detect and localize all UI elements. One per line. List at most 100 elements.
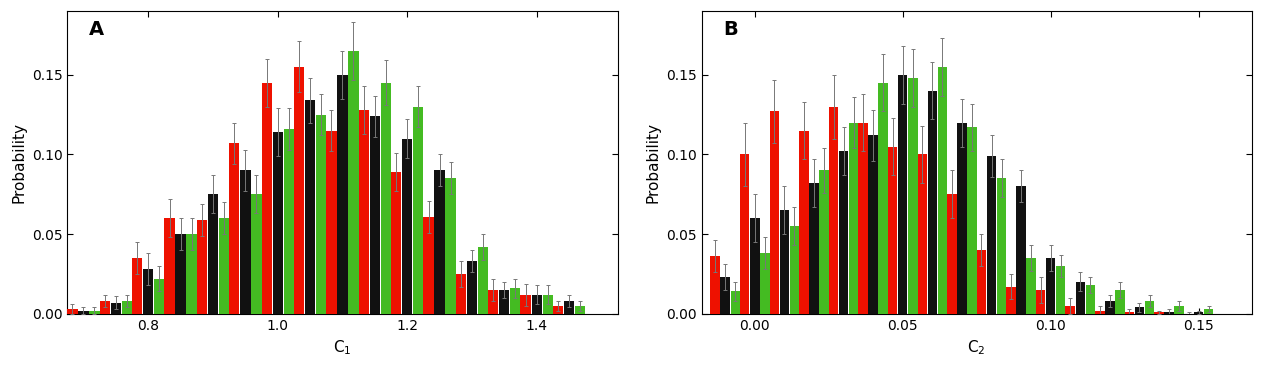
Bar — [898, 75, 908, 314]
Bar — [316, 115, 326, 314]
Bar — [1086, 285, 1095, 314]
Bar — [304, 100, 316, 314]
Bar — [532, 295, 542, 314]
Bar — [349, 51, 359, 314]
Bar — [839, 151, 849, 314]
Bar — [967, 127, 976, 314]
Text: A: A — [90, 20, 105, 39]
Bar — [1017, 186, 1026, 314]
Bar — [976, 250, 986, 314]
Bar — [197, 220, 207, 314]
Bar — [359, 110, 369, 314]
Bar — [869, 135, 878, 314]
Bar — [273, 132, 283, 314]
Bar — [1194, 312, 1204, 314]
Y-axis label: Probability: Probability — [11, 122, 27, 203]
Bar — [563, 301, 575, 314]
Bar — [859, 123, 868, 314]
Bar — [1175, 306, 1183, 314]
Bar — [789, 226, 799, 314]
Bar — [446, 178, 456, 314]
Bar — [553, 306, 563, 314]
Bar — [283, 129, 294, 314]
Bar — [879, 83, 888, 314]
Bar — [261, 83, 272, 314]
Bar — [740, 155, 749, 314]
Bar — [1134, 307, 1144, 314]
X-axis label: C$_2$: C$_2$ — [967, 338, 986, 357]
Bar — [937, 67, 947, 314]
Bar — [710, 256, 720, 314]
Bar — [499, 290, 509, 314]
Bar — [908, 78, 917, 314]
Y-axis label: Probability: Probability — [645, 122, 661, 203]
Bar — [520, 295, 530, 314]
Bar — [510, 288, 520, 314]
Bar — [829, 107, 839, 314]
Bar — [575, 306, 585, 314]
Bar — [1164, 312, 1173, 314]
Bar — [1036, 290, 1046, 314]
Bar — [820, 170, 829, 314]
Bar — [208, 194, 218, 314]
Bar — [176, 234, 186, 314]
Bar — [337, 75, 347, 314]
Text: B: B — [724, 20, 739, 39]
Bar — [849, 123, 859, 314]
Bar — [488, 290, 499, 314]
Bar — [543, 295, 553, 314]
Bar — [779, 210, 789, 314]
Bar — [1007, 287, 1015, 314]
Bar — [423, 217, 433, 314]
Bar — [1076, 282, 1085, 314]
Bar — [927, 91, 937, 314]
Bar — [380, 83, 392, 314]
Bar — [947, 194, 956, 314]
Bar — [294, 67, 304, 314]
Bar — [370, 116, 380, 314]
Bar — [1144, 301, 1154, 314]
Bar — [810, 183, 818, 314]
Bar — [164, 218, 174, 314]
Bar — [121, 301, 133, 314]
Bar — [402, 138, 412, 314]
Bar — [720, 277, 730, 314]
Bar — [1027, 258, 1036, 314]
Bar — [187, 234, 197, 314]
Bar — [760, 253, 769, 314]
Bar — [1154, 312, 1163, 314]
Bar — [100, 301, 110, 314]
Bar — [240, 170, 250, 314]
Bar — [888, 146, 898, 314]
Bar — [143, 269, 153, 314]
Bar — [133, 258, 143, 314]
Bar — [90, 311, 100, 314]
Bar — [1066, 306, 1075, 314]
Bar — [1056, 266, 1066, 314]
Bar — [67, 309, 77, 314]
Bar — [434, 170, 445, 314]
Bar — [957, 123, 966, 314]
Bar — [750, 218, 759, 314]
Bar — [1095, 311, 1105, 314]
Bar — [1204, 309, 1214, 314]
Bar — [413, 107, 423, 314]
Bar — [456, 274, 466, 314]
Bar — [111, 302, 121, 314]
Bar — [467, 261, 477, 314]
Bar — [477, 247, 488, 314]
Bar — [326, 131, 337, 314]
Bar — [218, 218, 229, 314]
Bar — [392, 172, 402, 314]
Bar — [229, 143, 240, 314]
Bar — [799, 131, 808, 314]
Bar — [1105, 301, 1115, 314]
Bar — [986, 156, 997, 314]
Bar — [997, 178, 1007, 314]
Bar — [730, 291, 740, 314]
X-axis label: C$_1$: C$_1$ — [333, 338, 351, 357]
Bar — [154, 279, 164, 314]
Bar — [251, 194, 261, 314]
Bar — [769, 112, 779, 314]
Bar — [917, 155, 927, 314]
